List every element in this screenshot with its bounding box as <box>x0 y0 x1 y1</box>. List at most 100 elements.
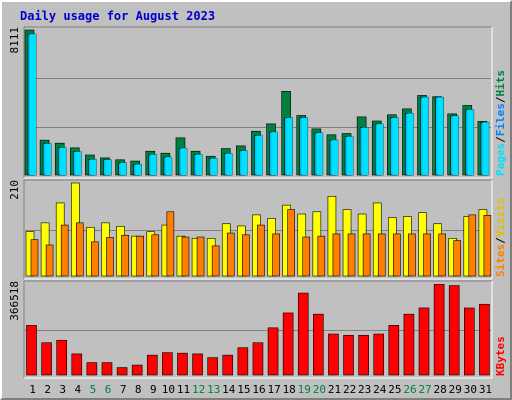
sites-bar <box>121 234 129 277</box>
pages-bar <box>347 136 354 175</box>
kbytes-bar <box>328 333 339 376</box>
pages-bar <box>271 132 278 175</box>
pages-bar <box>30 34 36 175</box>
max-value-label: 210 <box>8 180 21 200</box>
kbytes-bar <box>86 362 98 376</box>
kbytes-bar <box>116 367 128 376</box>
sites-bar <box>91 241 99 277</box>
kbytes-bar <box>464 307 475 376</box>
kbytes-bar <box>162 352 173 376</box>
pages-bar <box>467 109 474 175</box>
chart-title: Daily usage for August 2023 <box>20 9 215 23</box>
pages-bar <box>362 127 369 175</box>
sites-bar <box>332 233 341 277</box>
sites-bar <box>347 233 356 277</box>
chart-panels: 8111 Pages/Files/Hits 210 Sites/Visits 36651… <box>8 26 507 379</box>
pages-bar <box>135 164 142 175</box>
sites-bar <box>438 233 446 277</box>
kbytes-bar <box>177 352 188 376</box>
sites-bar <box>75 222 84 277</box>
legend-entry: Sites <box>494 244 507 277</box>
kbytes-bar <box>192 353 203 376</box>
day-label: 24 <box>373 383 387 396</box>
sites-bar <box>453 240 462 277</box>
pages-bar <box>180 148 187 175</box>
sites-bar <box>287 209 295 277</box>
pages-bar <box>196 154 203 175</box>
day-label: 14 <box>222 383 236 396</box>
day-label: 7 <box>120 383 127 396</box>
legend-entry: Hits <box>494 70 507 97</box>
day-label: 22 <box>343 383 356 396</box>
day-label: 11 <box>177 383 190 396</box>
kbytes-bar <box>358 334 369 376</box>
pages-bar <box>90 159 97 175</box>
sites-bar <box>393 233 401 277</box>
pages-bar <box>211 158 218 175</box>
day-label: 17 <box>267 383 280 396</box>
day-label: 25 <box>388 383 401 396</box>
panel-visits-sites: 210 Sites/Visits <box>8 179 507 280</box>
day-label: 27 <box>418 383 431 396</box>
pages-bar <box>120 162 127 175</box>
day-label: 15 <box>237 383 250 396</box>
max-value-label: 8111 <box>8 27 21 54</box>
kbytes-bar <box>146 354 158 376</box>
kbytes-bar <box>267 327 279 376</box>
day-label: 23 <box>358 383 371 396</box>
sites-bar <box>302 236 311 277</box>
kbytes-bar <box>313 313 324 376</box>
kbytes-bar <box>237 347 249 376</box>
kbytes-bar <box>297 292 309 376</box>
day-label: 5 <box>90 383 97 396</box>
kbytes-bar <box>373 333 385 376</box>
kbytes-bar <box>388 325 400 376</box>
series-legend: Pages/Files/Hits <box>494 70 507 176</box>
day-axis: 1 2 3 4 5 6 7 8 9 10 11 12 13 14 15 16 17 18 19 20 21 22 23 24 2… <box>29 383 492 396</box>
sites-bar <box>423 233 431 277</box>
kbytes-bar <box>433 284 445 376</box>
kbytes-bar <box>71 353 83 376</box>
kbytes-bar <box>479 303 490 376</box>
panel-kbytes: 366518 KBytes <box>8 280 507 379</box>
day-label: 30 <box>464 383 477 396</box>
kbytes-bar <box>343 334 354 376</box>
pages-bar <box>301 117 308 175</box>
pages-bar <box>392 117 399 175</box>
kbytes-bar <box>56 339 67 376</box>
kbytes-bar <box>207 357 218 376</box>
sites-bar <box>106 237 114 277</box>
pages-bar <box>331 140 338 175</box>
max-value-label: 366518 <box>8 281 21 321</box>
day-label: 10 <box>162 383 175 396</box>
sites-bar <box>468 214 477 277</box>
panel-hits-files-pages: 8111 Pages/Files/Hits <box>8 26 507 179</box>
day-label: 26 <box>403 383 416 396</box>
day-label: 9 <box>150 383 157 396</box>
sites-bar <box>151 234 160 277</box>
pages-bar <box>105 159 112 175</box>
day-label: 29 <box>449 383 462 396</box>
pages-bar <box>286 117 293 175</box>
pages-bar <box>437 97 444 175</box>
legend-entry: / <box>494 96 507 103</box>
kbytes-bar <box>131 364 143 376</box>
kbytes-bar <box>418 307 430 376</box>
pages-bar <box>452 116 459 175</box>
sites-bar <box>166 211 175 277</box>
kbytes-bar <box>282 312 294 376</box>
pages-bar <box>60 147 67 175</box>
sites-bar <box>408 233 416 277</box>
sites-bar <box>362 233 371 277</box>
day-label: 8 <box>135 383 142 396</box>
series-legend: KBytes <box>494 336 507 376</box>
day-label: 2 <box>44 383 51 396</box>
series-legend: Sites/Visits <box>494 198 507 278</box>
kbytes-bar <box>41 342 52 376</box>
pages-bar <box>407 113 414 175</box>
day-label: 31 <box>479 383 492 396</box>
kbytes-bar <box>403 313 415 376</box>
sites-bar <box>45 244 54 277</box>
pages-bar <box>482 122 489 175</box>
